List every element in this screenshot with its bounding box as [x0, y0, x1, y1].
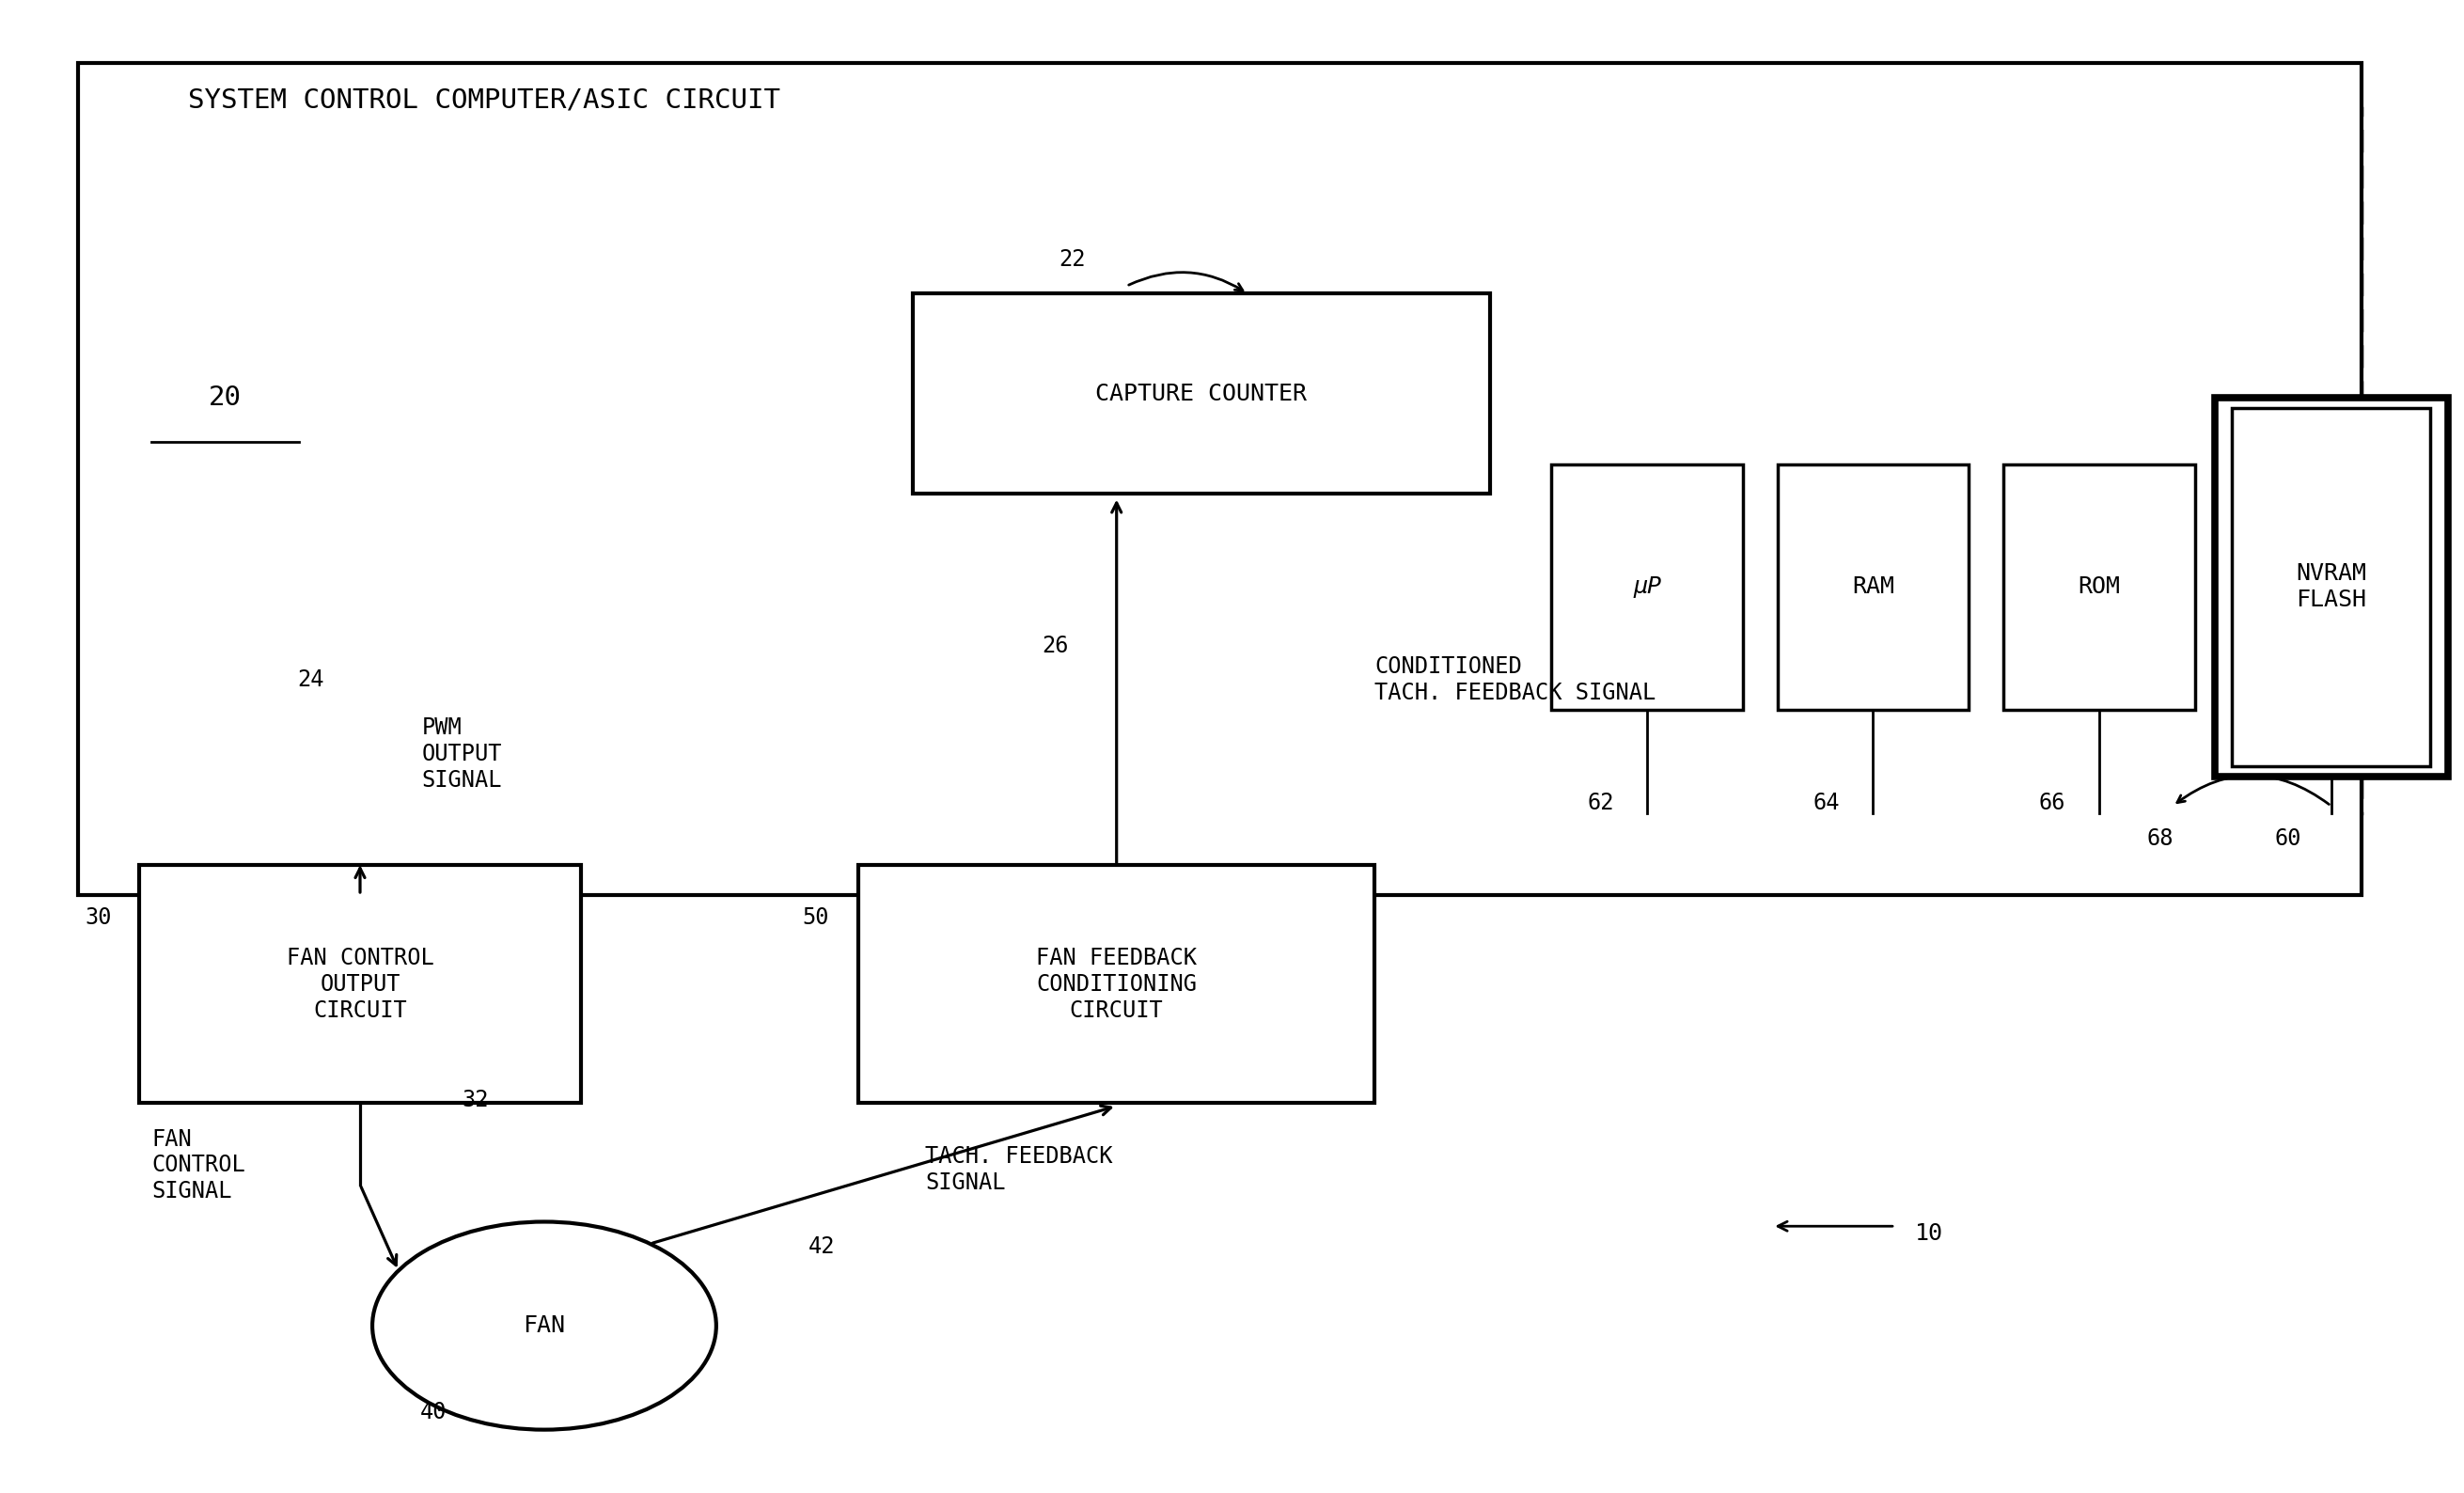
FancyBboxPatch shape: [2003, 464, 2195, 709]
Text: 26: 26: [1042, 635, 1069, 657]
FancyBboxPatch shape: [1552, 464, 1742, 709]
Text: 10: 10: [1915, 1223, 1944, 1245]
Text: 20: 20: [209, 384, 241, 411]
Text: 40: 40: [421, 1400, 446, 1423]
FancyBboxPatch shape: [857, 866, 1375, 1103]
Text: PWM
OUTPUT
SIGNAL: PWM OUTPUT SIGNAL: [421, 717, 503, 791]
Text: 62: 62: [1587, 791, 1614, 814]
Text: μP: μP: [1634, 576, 1661, 599]
Text: FAN: FAN: [522, 1314, 564, 1338]
Text: NVRAM
FLASH: NVRAM FLASH: [2296, 563, 2365, 611]
Text: 50: 50: [803, 906, 828, 929]
FancyBboxPatch shape: [2232, 408, 2430, 766]
Text: FAN FEEDBACK
CONDITIONING
CIRCUIT: FAN FEEDBACK CONDITIONING CIRCUIT: [1037, 947, 1198, 1021]
Text: 64: 64: [1814, 791, 1841, 814]
FancyBboxPatch shape: [912, 294, 1491, 494]
Text: FAN
CONTROL
SIGNAL: FAN CONTROL SIGNAL: [150, 1127, 244, 1203]
Text: TACH. FEEDBACK
SIGNAL: TACH. FEEDBACK SIGNAL: [924, 1145, 1114, 1194]
Text: 66: 66: [2040, 791, 2065, 814]
Text: 42: 42: [808, 1236, 835, 1259]
Text: 32: 32: [463, 1088, 488, 1111]
Text: ROM: ROM: [2077, 576, 2119, 599]
Text: 60: 60: [2274, 827, 2301, 850]
Text: SYSTEM CONTROL COMPUTER/ASIC CIRCUIT: SYSTEM CONTROL COMPUTER/ASIC CIRCUIT: [187, 87, 781, 113]
Text: 30: 30: [84, 906, 111, 929]
Text: FAN CONTROL
OUTPUT
CIRCUIT: FAN CONTROL OUTPUT CIRCUIT: [286, 947, 434, 1021]
FancyBboxPatch shape: [76, 63, 2363, 894]
Text: 24: 24: [298, 669, 325, 691]
FancyBboxPatch shape: [2215, 397, 2447, 776]
Circle shape: [372, 1221, 717, 1430]
Text: RAM: RAM: [1853, 576, 1895, 599]
FancyBboxPatch shape: [138, 866, 582, 1103]
Text: CAPTURE COUNTER: CAPTURE COUNTER: [1096, 382, 1306, 405]
Text: 68: 68: [2146, 827, 2173, 850]
Text: 22: 22: [1060, 248, 1087, 270]
FancyBboxPatch shape: [1777, 464, 1969, 709]
FancyBboxPatch shape: [1515, 107, 2363, 814]
Text: CONDITIONED
TACH. FEEDBACK SIGNAL: CONDITIONED TACH. FEEDBACK SIGNAL: [1375, 655, 1656, 705]
